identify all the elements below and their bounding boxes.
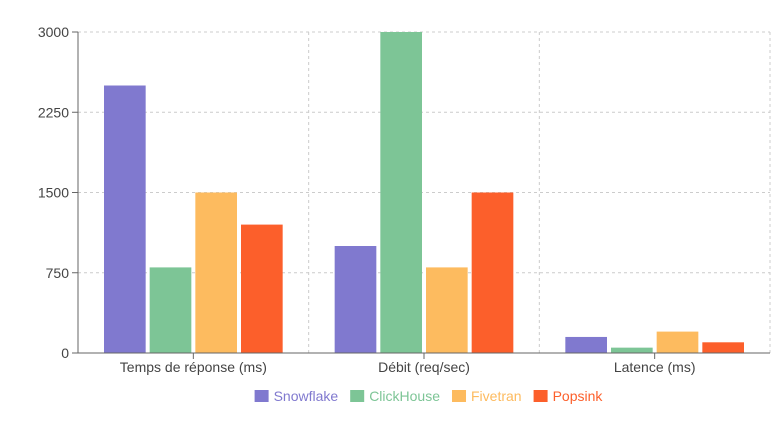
bar-snowflake <box>334 246 377 353</box>
bar-snowflake <box>104 85 146 353</box>
y-tick-label: 0 <box>61 345 69 361</box>
bar-clickhouse <box>611 347 653 353</box>
bar-clickhouse <box>149 267 192 353</box>
legend-label-fivetran: Fivetran <box>471 388 522 404</box>
grid <box>78 31 771 353</box>
bar-fivetran <box>195 192 237 353</box>
bar-popsink <box>702 342 744 353</box>
legend-swatch-snowflake <box>254 390 269 402</box>
legend-label-clickhouse: ClickHouse <box>369 388 440 404</box>
y-tick-label: 2250 <box>38 104 69 120</box>
legend-swatch-popsink <box>533 390 548 402</box>
legend: Snowflake ClickHouse Fivetran Popsink <box>254 388 604 404</box>
legend-swatch-clickhouse <box>350 390 365 402</box>
bar-popsink <box>241 224 283 353</box>
y-axis-ticks: 0 750 1500 2250 3000 <box>38 24 78 361</box>
y-tick-label: 750 <box>46 265 70 281</box>
bar-fivetran <box>426 267 468 353</box>
bars <box>104 32 744 353</box>
x-tick-label: Latence (ms) <box>614 359 696 375</box>
legend-label-popsink: Popsink <box>553 388 604 404</box>
bar-snowflake <box>565 336 607 353</box>
bar-clickhouse <box>380 32 422 353</box>
x-axis-ticks: Temps de réponse (ms) Débit (req/sec) Late… <box>120 353 696 375</box>
x-tick-label: Temps de réponse (ms) <box>120 359 267 375</box>
bar-fivetran <box>656 331 699 353</box>
bar-popsink <box>471 192 514 353</box>
y-tick-label: 3000 <box>38 24 69 40</box>
legend-label-snowflake: Snowflake <box>274 388 339 404</box>
y-tick-label: 1500 <box>38 185 69 201</box>
legend-swatch-fivetran <box>452 390 467 402</box>
x-tick-label: Débit (req/sec) <box>378 359 470 375</box>
